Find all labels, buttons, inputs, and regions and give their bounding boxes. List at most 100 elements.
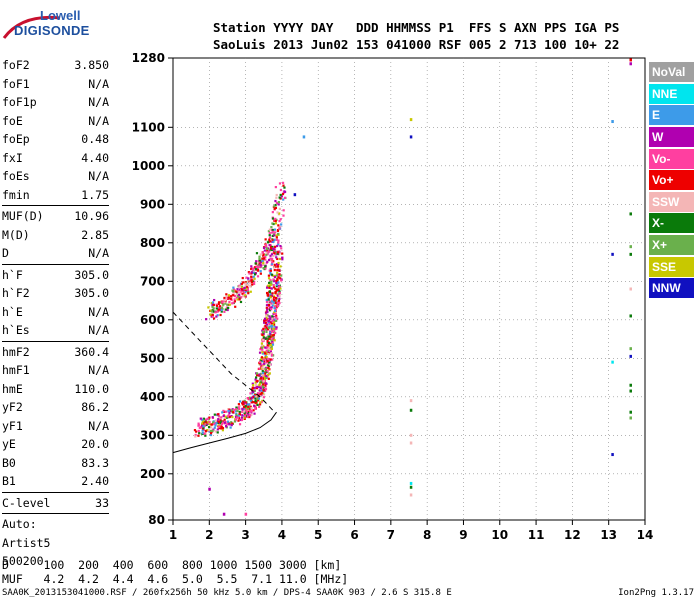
echo-point-o-trace <box>205 421 208 424</box>
echo-point-x-trace <box>274 206 278 210</box>
y-tick-label: 1280 <box>132 51 165 65</box>
echo-spot <box>629 245 632 249</box>
echo-point-o-trace <box>201 418 204 421</box>
echo-point-o-trace <box>258 373 261 376</box>
echo-point-o-trace <box>267 342 271 345</box>
echo-point-o-trace <box>220 420 223 423</box>
echo-point-o-trace <box>260 344 264 347</box>
echo-point-x-trace <box>271 222 274 225</box>
echo-point-o-trace <box>269 317 272 320</box>
echo-point-o-trace <box>247 405 250 408</box>
param-label: fxI <box>2 150 23 165</box>
y-tick-label: 600 <box>140 313 165 327</box>
echo-point-o-trace <box>216 413 220 416</box>
echo-point-o-trace <box>261 360 264 363</box>
echo-point-o-trace <box>204 418 208 421</box>
echo-point-x-trace <box>241 288 244 291</box>
echo-point-o-trace <box>207 426 211 429</box>
param-label: hmF2 <box>2 344 30 359</box>
echo-point-o-trace <box>273 311 276 314</box>
echo-point-o-trace <box>206 418 209 421</box>
echo-spot <box>409 485 413 489</box>
echo-point-x-trace <box>246 288 249 291</box>
echo-point-o-trace <box>235 406 238 409</box>
echo-point-x-trace <box>253 273 257 276</box>
echo-point-x-trace <box>239 296 243 299</box>
echo-point-x-trace <box>268 236 272 239</box>
echo-point-o-trace <box>208 423 211 426</box>
echo-point-o-trace <box>258 351 262 354</box>
x-tick-label: 5 <box>314 528 322 542</box>
echo-point-o-trace <box>240 418 244 422</box>
echo-point-o-trace <box>269 293 272 296</box>
echo-point-x-trace <box>265 253 268 256</box>
echo-point-o-trace <box>265 337 268 340</box>
echo-point-x-trace <box>277 200 280 204</box>
echo-point-o-trace <box>247 403 250 406</box>
echo-point-o-trace <box>246 403 249 407</box>
echo-point-o-trace <box>250 406 253 410</box>
echo-point-x-trace <box>273 228 277 231</box>
echo-point-o-trace <box>226 420 230 423</box>
echo-point-o-trace <box>254 394 257 397</box>
echo-point-o-trace <box>270 330 273 333</box>
param-value: 83.3 <box>81 455 109 470</box>
echo-point-x-trace <box>220 308 223 312</box>
echo-point-o-trace <box>276 293 280 296</box>
echo-point-o-trace <box>244 401 247 404</box>
echo-point-o-trace <box>252 384 255 387</box>
param-value: N/A <box>88 76 109 91</box>
echo-point-x-trace <box>245 286 249 289</box>
echo-point-o-trace <box>280 279 283 282</box>
logo-text-top: Lowell <box>40 8 81 23</box>
y-tick-label: 700 <box>140 274 165 288</box>
echo-point-o-trace <box>241 403 245 406</box>
echo-point-o-trace <box>202 421 205 424</box>
echo-point-o-trace <box>200 424 204 427</box>
echo-point-o-trace <box>237 414 241 417</box>
echo-point-o-trace <box>242 405 246 409</box>
echo-point-x-trace <box>256 267 259 270</box>
echo-point-o-trace <box>220 425 223 428</box>
echo-point-o-trace <box>276 269 279 272</box>
echo-point-o-trace <box>265 326 268 329</box>
echo-point-o-trace <box>243 416 246 419</box>
echo-point-o-trace <box>265 320 268 323</box>
echo-point-x-trace <box>227 306 230 309</box>
echo-point-o-trace <box>265 314 268 317</box>
echo-point-o-trace <box>276 294 280 297</box>
echo-point-x-trace <box>274 219 277 223</box>
echo-point-o-trace <box>256 385 259 388</box>
echo-point-x-trace <box>270 226 273 229</box>
echo-point-o-trace <box>276 257 279 261</box>
echo-point-x-trace <box>223 310 226 313</box>
param-row-fof1p: foF1p N/A <box>2 93 109 112</box>
echo-point-o-trace <box>267 349 270 352</box>
echo-point-o-trace <box>279 244 282 248</box>
param-label: hmE <box>2 381 23 396</box>
echo-point-x-trace <box>268 231 271 235</box>
echo-spot <box>244 512 248 516</box>
echo-point-x-trace <box>249 285 252 288</box>
legend-item-ssw: SSW <box>649 191 694 212</box>
echo-point-o-trace <box>217 414 221 418</box>
echo-point-x-trace <box>259 260 263 264</box>
echo-point-o-trace <box>274 300 277 303</box>
header-line-1: Station YYYY DAY DDD HHMMSS P1 FFS S AXN… <box>213 20 620 35</box>
echo-point-o-trace <box>274 264 278 267</box>
echo-point-o-trace <box>244 408 247 411</box>
legend-item-nnw: NNW <box>649 278 694 299</box>
echo-point-x-trace <box>255 260 258 263</box>
echo-point-o-trace <box>267 364 271 367</box>
echo-point-x-trace <box>243 286 246 290</box>
echo-point-x-trace <box>224 308 227 311</box>
param-divider <box>2 491 109 493</box>
echo-point-o-trace <box>265 298 268 302</box>
param-row-yf2: yF2 86.2 <box>2 398 109 417</box>
echo-point-x-trace <box>239 291 242 294</box>
echo-point-o-trace <box>213 426 216 429</box>
echo-point-o-trace <box>259 348 262 351</box>
echo-point-o-trace <box>233 420 237 423</box>
echo-point-x-trace <box>274 222 278 225</box>
echo-point-o-trace <box>259 363 262 366</box>
